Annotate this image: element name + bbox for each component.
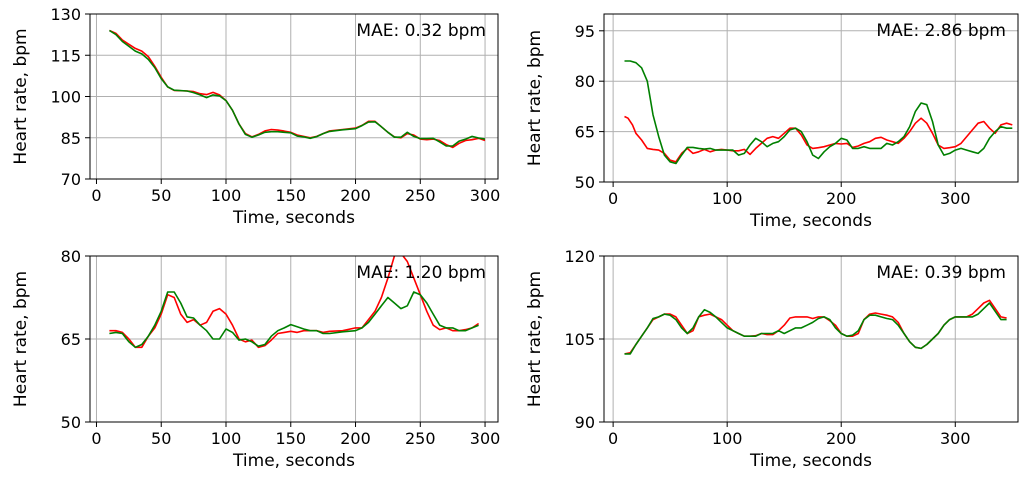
y-tick-label: 80: [61, 247, 81, 266]
x-tick-label: 250: [405, 186, 436, 205]
x-tick-label: 200: [340, 186, 371, 205]
y-tick-label: 85: [61, 129, 81, 148]
series-line-1: [109, 256, 480, 349]
series-line-1: [109, 29, 486, 149]
series-line-2: [624, 302, 1007, 355]
chart-panel-3: 0 50 100 150 200 250 300 50 65 80 Time, seconds Hea…: [11, 247, 500, 471]
x-tick-label: 150: [275, 429, 306, 448]
x-tick-label: 100: [712, 189, 743, 208]
x-tick-label: 50: [151, 186, 171, 205]
y-tick-label: 65: [61, 330, 81, 349]
x-axis-label: Time, seconds: [232, 208, 355, 228]
y-tick-label: 50: [61, 413, 81, 432]
y-tick-label: 65: [575, 123, 595, 142]
chart-panel-2: 0 100 200 300 50 65 80 95 Time, seconds Heart rat…: [525, 13, 1019, 231]
x-tick-label: 300: [470, 186, 501, 205]
chart-panel-4: 0 100 200 300 90 105 120 Time, seconds Heart rat…: [525, 247, 1019, 471]
mae-annotation: MAE: 2.86 bpm: [876, 21, 1006, 41]
mae-annotation: MAE: 0.32 bpm: [356, 21, 486, 41]
x-tick-label: 50: [151, 429, 171, 448]
y-tick-label: 95: [575, 22, 595, 41]
x-tick-label: 0: [608, 429, 618, 448]
x-tick-label: 300: [940, 189, 971, 208]
x-tick-label: 200: [340, 429, 371, 448]
series-line-2: [108, 29, 486, 147]
chart-panel-1: 0 50 100 150 200 250 300 70 85 100 115 130 Time, sec…: [11, 5, 500, 228]
y-tick-label: 120: [564, 247, 595, 266]
y-axis-label: Heart rate, bpm: [525, 271, 545, 407]
y-tick-label: 50: [575, 173, 595, 192]
y-axis-label: Heart rate, bpm: [525, 30, 545, 166]
x-tick-label: 0: [91, 429, 101, 448]
x-tick-label: 250: [405, 429, 436, 448]
x-tick-label: 0: [608, 189, 618, 208]
y-tick-label: 80: [575, 72, 595, 91]
x-tick-label: 100: [211, 429, 242, 448]
x-axis-label: Time, seconds: [232, 451, 355, 471]
x-tick-label: 300: [940, 429, 971, 448]
y-tick-label: 130: [50, 5, 81, 24]
y-tick-label: 70: [61, 170, 81, 189]
y-tick-label: 90: [575, 413, 595, 432]
x-tick-label: 100: [211, 186, 242, 205]
y-axis-label: Heart rate, bpm: [11, 28, 31, 164]
x-tick-label: 300: [470, 429, 501, 448]
x-tick-label: 200: [826, 189, 857, 208]
x-axis-label: Time, seconds: [749, 211, 872, 231]
y-tick-label: 115: [50, 46, 81, 65]
y-axis-label: Heart rate, bpm: [11, 271, 31, 407]
x-tick-label: 150: [275, 186, 306, 205]
x-tick-label: 200: [826, 429, 857, 448]
mae-annotation: MAE: 0.39 bpm: [876, 263, 1006, 283]
axes-frame: [603, 13, 1019, 183]
series-line-2: [624, 60, 1013, 165]
y-tick-label: 105: [564, 330, 595, 349]
x-tick-label: 100: [712, 429, 743, 448]
mae-annotation: MAE: 1.20 bpm: [356, 263, 486, 283]
series-line-1: [624, 115, 1013, 163]
x-axis-label: Time, seconds: [749, 451, 872, 471]
y-tick-label: 100: [50, 88, 81, 107]
x-tick-label: 0: [91, 186, 101, 205]
series-line-2: [109, 291, 479, 349]
